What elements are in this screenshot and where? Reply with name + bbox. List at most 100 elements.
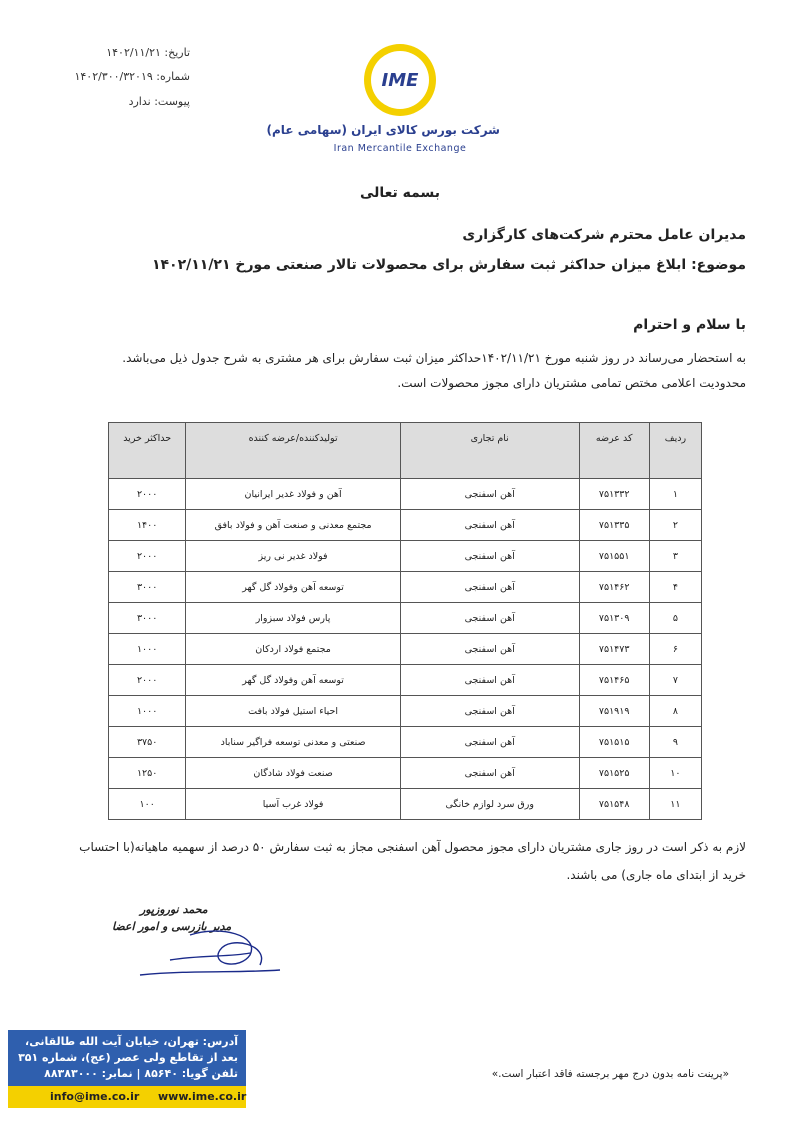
table-cell: ۱۰۰	[107, 788, 187, 820]
table-row: ۶ ۷۵۱۴۷۳ آهن اسفنجی مجتمع فولاد اردکان ۱۰۰۰	[107, 633, 703, 665]
column-header: حداکثر خرید	[107, 422, 187, 479]
line: آدرس: تهران، خیابان آیت الله طالقانی،	[25, 1035, 238, 1048]
label: پیوست:	[154, 95, 190, 108]
table-cell: ۱۰	[648, 757, 703, 789]
table-cell: ۵	[648, 602, 703, 634]
column-header: کد عرضه	[578, 422, 650, 479]
heading: بسمه تعالی	[359, 185, 441, 201]
table-cell: ۳۰۰۰	[107, 602, 187, 634]
table-row: ۲ ۷۵۱۳۳۵ آهن اسفنجی مجتمع معدنی و صنعت آهن …	[107, 509, 703, 541]
company-en: Iran Mercantile Exchange	[333, 143, 467, 154]
website: www.ime.co.ir	[158, 1090, 247, 1103]
table-row: ۳ ۷۵۱۵۵۱ آهن اسفنجی فولاد غدیر نی ریز ۲۰۰۰	[107, 540, 703, 572]
table-cell: فولاد غدیر نی ریز	[185, 540, 401, 572]
table-cell: ۷۵۱۳۳۲	[578, 478, 650, 510]
table-cell: ۱۲۵۰	[107, 757, 187, 789]
table-cell: ۱۰۰۰	[107, 633, 187, 665]
number: شماره: ۱۴۰۲/۳۰۰/۳۲۰۱۹	[74, 70, 190, 83]
column-header: نام تجاری	[399, 422, 580, 479]
table-cell: ۱۴۰۰	[107, 509, 187, 541]
table-row: ۹ ۷۵۱۵۱۵ آهن اسفنجی صنعتی و معدنی توسعه فرا…	[107, 726, 703, 758]
table-cell: فولاد غرب آسیا	[185, 788, 401, 820]
table-cell: ۷۵۱۵۱۵	[578, 726, 650, 758]
logo: IME	[364, 44, 436, 116]
table-cell: توسعه آهن وفولاد گل گهر	[185, 571, 401, 603]
table-cell: آهن اسفنجی	[399, 757, 580, 789]
table-cell: آهن اسفنجی	[399, 726, 580, 758]
table-cell: آهن اسفنجی	[399, 540, 580, 572]
table-cell: آهن و فولاد غدیر ایرانیان	[185, 478, 401, 510]
column-header: ردیف	[648, 422, 703, 479]
table-cell: ۳۰۰۰	[107, 571, 187, 603]
email: info@ime.co.ir	[50, 1090, 140, 1103]
table-cell: ۸	[648, 695, 703, 727]
logo-text: IME	[382, 70, 420, 91]
signer-name: محمد نوروزپور	[140, 903, 208, 916]
table-row: ۱۱ ۷۵۱۵۴۸ ورق سرد لوازم خانگی فولاد غرب آسی…	[107, 788, 703, 820]
signature-scribble	[139, 930, 281, 976]
line: لازم به ذکر است در روز جاری مشتریان دارا…	[79, 840, 746, 854]
line: محدودیت اعلامی مختص تمامی مشتریان دارای …	[397, 376, 746, 390]
column-header: تولیدکننده/عرضه کننده	[185, 422, 401, 479]
table-cell: ۱۰۰۰	[107, 695, 187, 727]
table-cell: ۷۵۱۵۵۱	[578, 540, 650, 572]
table-cell: ۷۵۱۵۴۸	[578, 788, 650, 820]
table-cell: مجتمع معدنی و صنعت آهن و فولاد بافق	[185, 509, 401, 541]
note: «پرینت نامه بدون درج مهر برجسته فاقد اعت…	[491, 1068, 729, 1080]
table-cell: ۱۱	[648, 788, 703, 820]
closing: لازم به ذکر است در روز جاری مشتریان دارا…	[79, 833, 746, 889]
contact-strip	[8, 1086, 246, 1108]
line: خرید از ابتدای ماه جاری) می باشند.	[566, 868, 746, 882]
address: آدرس: تهران، خیابان آیت الله طالقانی، بع…	[8, 1034, 238, 1082]
table-cell: ۷۵۱۳۰۹	[578, 602, 650, 634]
table-row: ۵ ۷۵۱۳۰۹ آهن اسفنجی پارس فولاد سبزوار ۳۰۰۰	[107, 602, 703, 634]
table-cell: ۷۵۱۳۳۵	[578, 509, 650, 541]
table-cell: مجتمع فولاد اردکان	[185, 633, 401, 665]
table-cell: ۳	[648, 540, 703, 572]
table-cell: آهن اسفنجی	[399, 509, 580, 541]
table-cell: پارس فولاد سبزوار	[185, 602, 401, 634]
table-cell: ۲	[648, 509, 703, 541]
attachment: پیوست: ندارد	[120, 95, 190, 108]
value: ۱۴۰۲/۱۱/۲۱	[106, 46, 161, 59]
value: ۱۴۰۲/۳۰۰/۳۲۰۱۹	[74, 70, 153, 83]
table-cell: ۷۵۱۴۶۵	[578, 664, 650, 696]
table-cell: آهن اسفنجی	[399, 478, 580, 510]
table-cell: ۲۰۰۰	[107, 478, 187, 510]
subject: موضوع: ابلاغ میزان حداکثر ثبت سفارش برای…	[151, 257, 746, 273]
table-cell: ورق سرد لوازم خانگی	[399, 788, 580, 820]
table-cell: آهن اسفنجی	[399, 571, 580, 603]
logo-inner	[371, 51, 429, 109]
table-row: ۴ ۷۵۱۴۶۲ آهن اسفنجی توسعه آهن وفولاد گل گهر…	[107, 571, 703, 603]
paragraph: به استحضار می‌رساند در روز شنبه مورخ ۱۴۰…	[122, 346, 746, 396]
table-cell: توسعه آهن وفولاد گل گهر	[185, 664, 401, 696]
table-cell: آهن اسفنجی	[399, 664, 580, 696]
table-cell: ۷۵۱۴۷۳	[578, 633, 650, 665]
table-cell: ۲۰۰۰	[107, 664, 187, 696]
table-cell: ۴	[648, 571, 703, 603]
label: شماره:	[156, 70, 190, 83]
signer-position: مدیر بازرسی و امور اعضا	[112, 920, 232, 933]
table-cell: ۷۵۱۴۶۲	[578, 571, 650, 603]
table-cell: ۶	[648, 633, 703, 665]
date: تاریخ: ۱۴۰۲/۱۱/۲۱	[90, 46, 190, 59]
table-row: ۷ ۷۵۱۴۶۵ آهن اسفنجی توسعه آهن وفولاد گل گهر…	[107, 664, 703, 696]
line: به استحضار می‌رساند در روز شنبه مورخ ۱۴۰…	[122, 351, 746, 365]
table-cell: ۹	[648, 726, 703, 758]
company-fa: شرکت بورس کالای ایران (سهامی عام)	[266, 123, 500, 137]
table-row: ۱ ۷۵۱۳۳۲ آهن اسفنجی آهن و فولاد غدیر ایرانی…	[107, 478, 703, 510]
table-cell: ۷۵۱۹۱۹	[578, 695, 650, 727]
table-cell: ۳۷۵۰	[107, 726, 187, 758]
header-row: ردیف کد عرضه نام تجاری تولیدکننده/عرضه کنند…	[107, 422, 703, 479]
table-cell: احیاء استیل فولاد بافت	[185, 695, 401, 727]
greeting: با سلام و احترام	[633, 317, 746, 333]
table-cell: آهن اسفنجی	[399, 633, 580, 665]
table-cell: ۷	[648, 664, 703, 696]
value: ندارد	[128, 95, 151, 108]
table-row: ۱۰ ۷۵۱۵۲۵ آهن اسفنجی صنعت فولاد شادگان ۱۲۵۰	[107, 757, 703, 789]
table-cell: آهن اسفنجی	[399, 695, 580, 727]
line: تلفن گویا: ۸۵۶۴۰ | نمابر: ۸۸۳۸۳۰۰۰	[44, 1067, 238, 1080]
table-cell: آهن اسفنجی	[399, 602, 580, 634]
